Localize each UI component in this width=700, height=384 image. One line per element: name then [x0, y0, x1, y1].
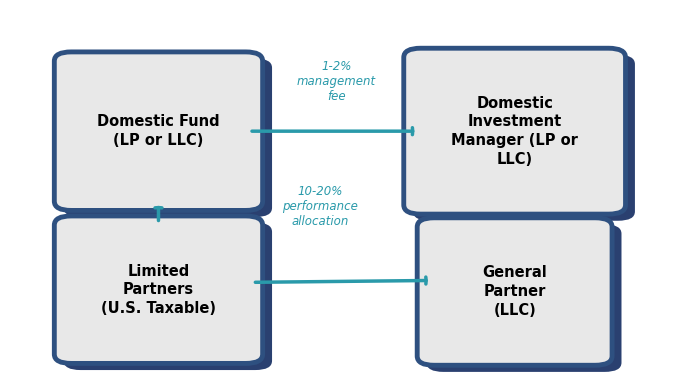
Text: Domestic
Investment
Manager (LP or
LLC): Domestic Investment Manager (LP or LLC) [452, 96, 578, 167]
FancyBboxPatch shape [413, 55, 635, 221]
FancyBboxPatch shape [55, 52, 262, 210]
Text: Domestic Fund
(LP or LLC): Domestic Fund (LP or LLC) [97, 114, 220, 148]
Text: 1-2%
management
fee: 1-2% management fee [297, 60, 376, 103]
FancyBboxPatch shape [426, 224, 622, 372]
Text: 10-20%
performance
allocation: 10-20% performance allocation [282, 185, 358, 228]
FancyBboxPatch shape [55, 216, 262, 363]
Text: Limited
Partners
(U.S. Taxable): Limited Partners (U.S. Taxable) [101, 263, 216, 316]
FancyBboxPatch shape [64, 223, 272, 370]
FancyBboxPatch shape [64, 58, 272, 217]
FancyBboxPatch shape [404, 48, 626, 214]
FancyBboxPatch shape [417, 218, 612, 365]
Text: General
Partner
(LLC): General Partner (LLC) [482, 265, 547, 318]
